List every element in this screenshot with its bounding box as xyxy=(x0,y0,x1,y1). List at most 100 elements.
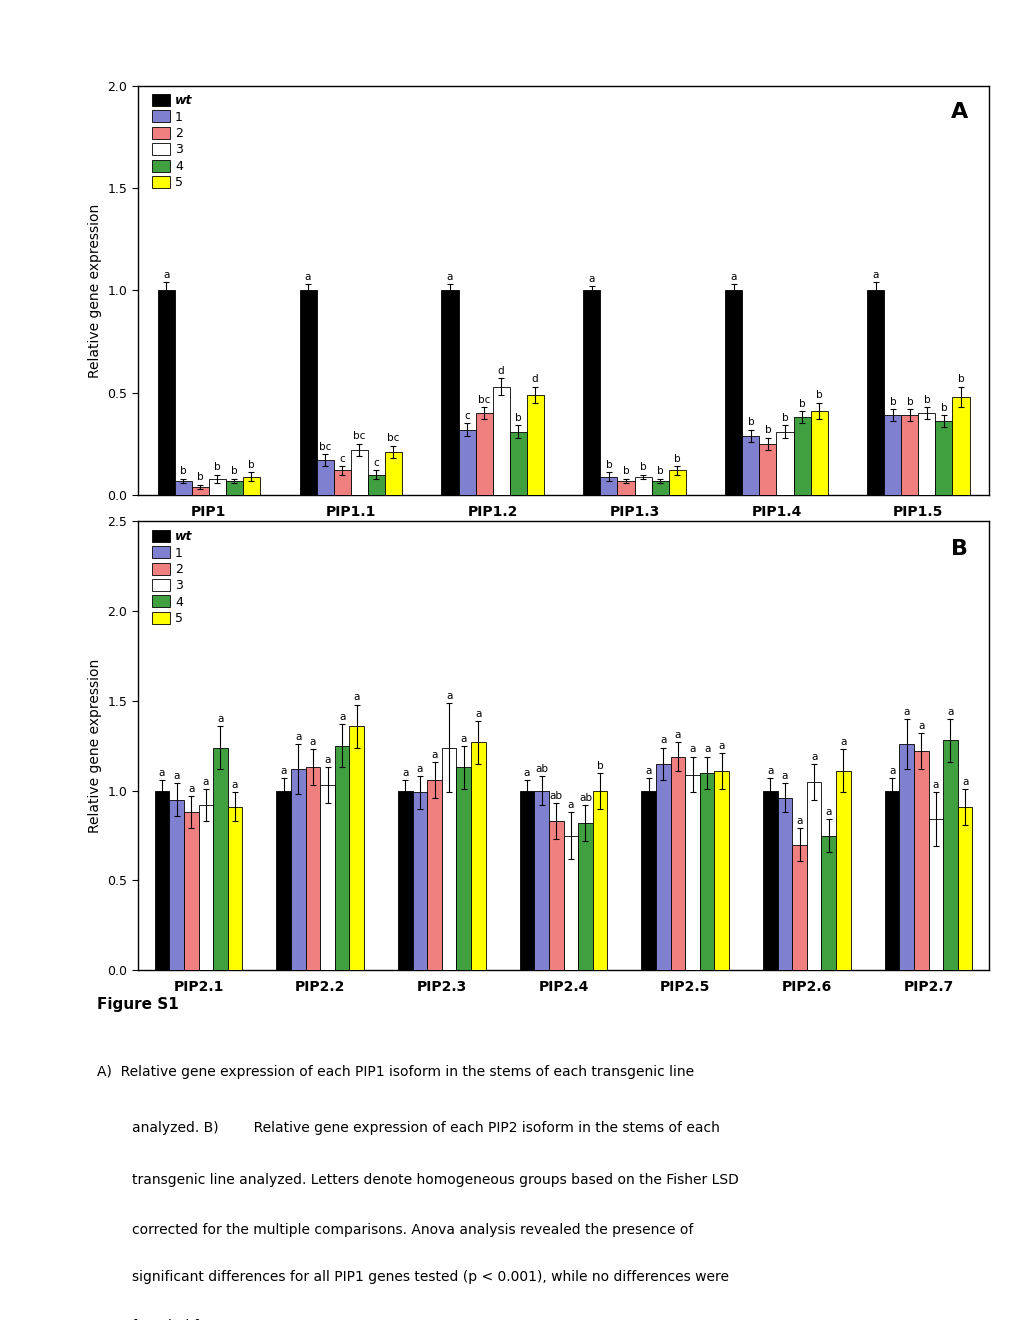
Bar xyxy=(806,781,820,970)
Text: b: b xyxy=(923,395,929,404)
Text: b: b xyxy=(957,374,963,384)
Bar xyxy=(243,477,260,495)
Bar xyxy=(775,432,793,495)
Text: a: a xyxy=(159,768,165,777)
Text: c: c xyxy=(339,454,344,463)
Text: b: b xyxy=(214,462,220,473)
Text: b: b xyxy=(674,454,680,463)
Bar xyxy=(762,791,776,970)
Bar xyxy=(169,800,183,970)
Text: a: a xyxy=(947,706,953,717)
Bar xyxy=(943,741,957,970)
Text: a: a xyxy=(781,771,788,781)
Bar xyxy=(776,797,792,970)
Text: b: b xyxy=(940,403,947,413)
Text: a: a xyxy=(645,766,651,776)
Text: ab: ab xyxy=(549,791,562,801)
Bar xyxy=(685,775,699,970)
Bar xyxy=(742,436,759,495)
Bar xyxy=(699,772,713,970)
Text: a: a xyxy=(280,766,286,776)
Text: a: a xyxy=(401,768,409,777)
Bar xyxy=(651,480,667,495)
Text: b: b xyxy=(815,391,821,400)
Bar xyxy=(913,751,927,970)
Text: a: a xyxy=(903,706,909,717)
Text: a: a xyxy=(588,273,594,284)
Text: a: a xyxy=(431,750,437,760)
Text: a: a xyxy=(294,731,302,742)
Text: a: a xyxy=(461,734,467,743)
Text: a: a xyxy=(888,766,895,776)
Bar xyxy=(927,820,943,970)
Text: bc: bc xyxy=(478,395,490,404)
Text: b: b xyxy=(515,413,521,422)
Text: a: a xyxy=(840,738,846,747)
Bar xyxy=(562,836,578,970)
Text: a: a xyxy=(703,744,709,755)
Text: a: a xyxy=(730,272,737,281)
Text: a: a xyxy=(217,714,223,723)
Bar xyxy=(183,812,199,970)
Text: b: b xyxy=(605,461,611,470)
Text: b: b xyxy=(248,461,255,470)
Bar xyxy=(655,764,669,970)
Text: a: a xyxy=(203,776,209,787)
Text: ab: ab xyxy=(535,764,547,774)
Bar xyxy=(441,747,457,970)
Text: b: b xyxy=(639,462,646,473)
Text: b: b xyxy=(764,425,770,436)
Bar xyxy=(316,461,333,495)
Text: a: a xyxy=(689,744,695,755)
Text: c: c xyxy=(373,458,379,469)
Bar xyxy=(600,477,616,495)
Text: a: a xyxy=(173,771,179,781)
Text: a: a xyxy=(659,735,665,746)
Text: a: a xyxy=(446,272,452,281)
Legend: wt, 1, 2, 3, 4, 5: wt, 1, 2, 3, 4, 5 xyxy=(152,94,193,189)
Bar xyxy=(901,416,917,495)
Bar xyxy=(492,387,510,495)
Y-axis label: Relative gene expression: Relative gene expression xyxy=(88,203,102,378)
Bar xyxy=(427,780,441,970)
Text: Figure S1: Figure S1 xyxy=(97,997,178,1011)
Text: d: d xyxy=(531,374,538,384)
Text: c: c xyxy=(464,411,470,421)
Text: b: b xyxy=(781,413,788,422)
Bar xyxy=(367,474,384,495)
Bar xyxy=(457,767,471,970)
Text: a: a xyxy=(163,269,169,280)
Bar xyxy=(667,470,685,495)
Bar xyxy=(759,444,775,495)
Text: b: b xyxy=(197,473,203,482)
Bar xyxy=(290,770,306,970)
Bar xyxy=(225,480,243,495)
Bar xyxy=(792,845,806,970)
Text: a: a xyxy=(961,776,967,787)
Bar xyxy=(669,756,685,970)
Bar xyxy=(713,771,729,970)
Bar xyxy=(934,421,952,495)
Bar xyxy=(810,411,826,495)
Bar xyxy=(592,791,606,970)
Text: a: a xyxy=(324,755,330,766)
Bar xyxy=(883,791,899,970)
Bar xyxy=(510,432,526,495)
Bar xyxy=(883,416,901,495)
Bar xyxy=(578,822,592,970)
Bar xyxy=(616,480,634,495)
Bar xyxy=(192,487,209,495)
Text: significant differences for all PIP1 genes tested (p < 0.001), while no differen: significant differences for all PIP1 gen… xyxy=(97,1270,729,1283)
Bar xyxy=(334,746,350,970)
Bar xyxy=(957,807,971,970)
Text: a: a xyxy=(475,709,481,718)
Text: ab: ab xyxy=(579,793,591,803)
Bar xyxy=(441,290,459,495)
Bar xyxy=(952,397,969,495)
Text: bc: bc xyxy=(353,432,365,441)
Text: b: b xyxy=(889,396,896,407)
Text: a: a xyxy=(917,721,923,731)
Text: b: b xyxy=(747,417,753,428)
Bar xyxy=(384,451,401,495)
Text: bc: bc xyxy=(386,433,399,444)
